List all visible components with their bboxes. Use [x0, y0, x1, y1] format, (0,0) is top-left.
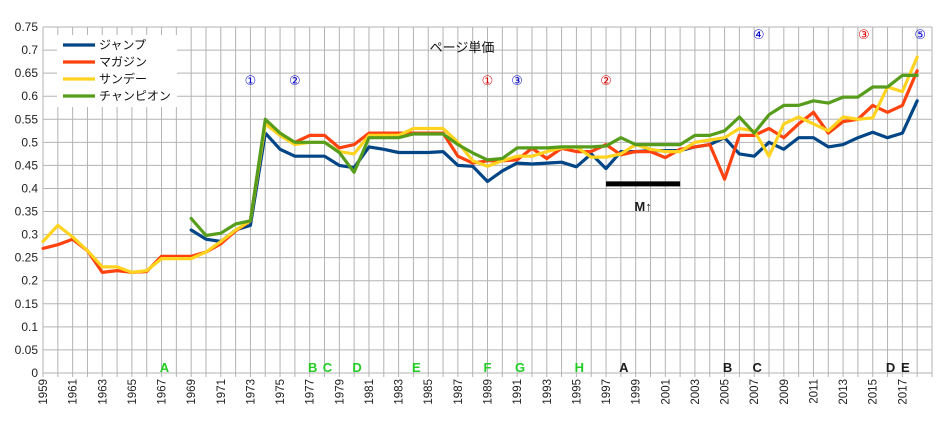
y-tick-label: 0.1 — [21, 320, 38, 334]
legend-label: チャンピオン — [99, 89, 171, 103]
x-tick-label: 2007 — [749, 379, 761, 405]
event-label: H — [575, 360, 584, 375]
y-tick-label: 0.2 — [21, 274, 38, 288]
circled-number: ④ — [753, 28, 765, 43]
event-label: C — [752, 360, 762, 375]
event-label: D — [352, 360, 361, 375]
y-tick-label: 0.25 — [15, 251, 39, 265]
series-line-3 — [41, 55, 919, 274]
x-tick-label: 1973 — [245, 379, 257, 405]
x-tick-label: 2001 — [660, 379, 672, 405]
y-tick-label: 0.15 — [15, 297, 39, 311]
y-tick-label: 0.35 — [15, 205, 39, 219]
circled-number: ⑤ — [914, 28, 926, 43]
x-tick-label: 2017 — [897, 379, 909, 405]
y-tick-label: 0.4 — [21, 181, 38, 195]
x-tick-label: 1995 — [571, 379, 583, 405]
x-tick-labels: 1959 1961 1963 1965 1967 1969 1971 1973 1975 1977… — [38, 379, 909, 405]
x-tick-label: 1963 — [97, 379, 109, 405]
x-tick-label: 1993 — [542, 379, 554, 405]
x-tick-label: 1971 — [216, 379, 228, 405]
legend-label: サンデー — [99, 71, 147, 86]
marker-label: M↑ — [634, 199, 651, 214]
x-tick-label: 2009 — [779, 379, 791, 405]
y-tick-labels: 0 0.05 0.1 0.15 0.2 0.25 0.3 0.35 0.4 0.45 0.5 0.55… — [15, 20, 39, 380]
circled-number: ③ — [511, 74, 523, 89]
x-tick-label: 1977 — [305, 379, 317, 405]
circled-number: ② — [289, 74, 301, 89]
event-label: F — [484, 360, 492, 375]
chart-title: ページ単価 — [430, 40, 495, 56]
event-label: D — [886, 360, 895, 375]
period-marker: M↑ — [606, 181, 681, 214]
series-line-1 — [189, 99, 919, 244]
x-tick-label: 2013 — [838, 379, 850, 405]
series-lines — [41, 55, 919, 274]
axes — [42, 27, 933, 377]
x-tick-label: 2005 — [720, 379, 732, 405]
event-label: B — [723, 360, 732, 375]
annotations: ① ② ① ③ ②④ ③ ⑤A B C D E F G H A B C D E — [160, 28, 926, 375]
event-label: C — [323, 360, 333, 375]
x-tick-label: 1987 — [453, 379, 465, 405]
y-tick-label: 0.65 — [15, 66, 39, 80]
x-tick-label: 2015 — [868, 379, 880, 405]
x-tick-label: 1999 — [631, 379, 643, 405]
circled-number: ③ — [858, 28, 870, 43]
legend-label: ジャンプ — [99, 38, 146, 52]
x-tick-label: 1979 — [334, 379, 346, 405]
y-tick-label: 0.6 — [21, 89, 38, 103]
event-label: A — [160, 360, 170, 375]
circled-number: ② — [600, 74, 612, 89]
x-tick-label: 1959 — [38, 379, 50, 405]
x-tick-label: 1961 — [68, 379, 80, 405]
x-tick-label: 1975 — [275, 379, 287, 405]
legend-label: マガジン — [99, 55, 147, 69]
y-tick-label: 0.7 — [21, 43, 38, 57]
x-tick-label: 1983 — [394, 379, 406, 405]
circled-number: ① — [245, 74, 257, 89]
x-tick-label: 1965 — [127, 379, 139, 405]
y-tick-label: 0.5 — [21, 135, 38, 149]
y-tick-label: 0.45 — [15, 158, 39, 172]
y-tick-label: 0.75 — [15, 20, 39, 34]
x-tick-label: 1989 — [483, 379, 495, 405]
event-label: G — [515, 360, 525, 375]
y-tick-label: 0.05 — [15, 343, 39, 357]
x-tick-label: 2011 — [808, 379, 820, 404]
event-label: B — [308, 360, 317, 375]
x-tick-label: 2003 — [690, 379, 702, 405]
x-tick-label: 1997 — [601, 379, 613, 405]
circled-number: ① — [482, 74, 494, 89]
y-tick-label: 0.55 — [15, 112, 39, 126]
event-label: E — [901, 360, 910, 375]
series-line-4 — [189, 73, 919, 238]
x-tick-label: 1981 — [364, 379, 376, 405]
x-tick-label: 1985 — [423, 379, 435, 405]
x-tick-label: 1991 — [512, 379, 524, 405]
event-label: A — [619, 360, 629, 375]
x-tick-label: 1969 — [186, 379, 198, 405]
y-tick-label: 0.3 — [21, 228, 38, 242]
x-tick-label: 1967 — [157, 379, 169, 405]
event-label: E — [412, 360, 421, 375]
y-tick-label: 0 — [31, 366, 38, 380]
